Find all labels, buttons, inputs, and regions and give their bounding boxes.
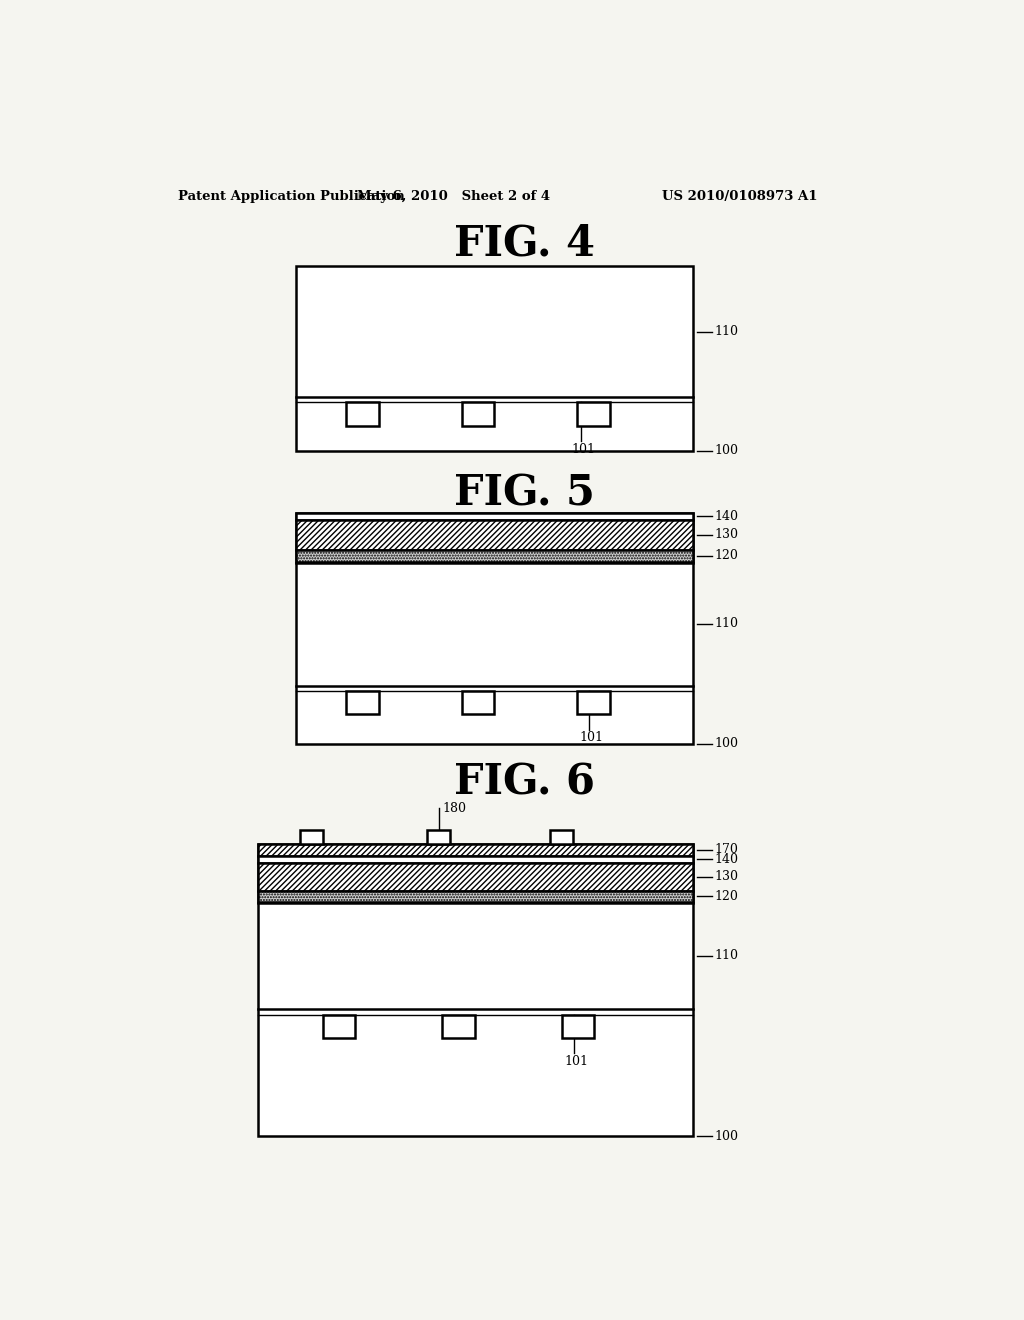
Bar bbox=[296, 512, 692, 743]
Bar bbox=[323, 1015, 355, 1038]
Text: 101: 101 bbox=[571, 442, 595, 455]
Bar bbox=[258, 843, 692, 1137]
Text: 101: 101 bbox=[580, 731, 604, 744]
Bar bbox=[427, 830, 451, 843]
Bar bbox=[300, 830, 323, 843]
Bar bbox=[258, 863, 692, 891]
Bar bbox=[258, 891, 692, 903]
Text: 140: 140 bbox=[714, 853, 738, 866]
Text: 140: 140 bbox=[714, 510, 738, 523]
Text: 100: 100 bbox=[714, 445, 738, 458]
Bar bbox=[296, 520, 692, 549]
Bar bbox=[462, 692, 494, 714]
Bar bbox=[258, 857, 692, 863]
Text: 130: 130 bbox=[714, 528, 738, 541]
Text: 170: 170 bbox=[714, 843, 738, 857]
Text: 120: 120 bbox=[714, 890, 738, 903]
Text: 101: 101 bbox=[564, 1055, 589, 1068]
Bar bbox=[442, 1015, 475, 1038]
Bar bbox=[346, 692, 379, 714]
Bar bbox=[296, 549, 692, 562]
Text: FIG. 4: FIG. 4 bbox=[455, 222, 595, 264]
Text: FIG. 6: FIG. 6 bbox=[455, 762, 595, 803]
Bar bbox=[578, 692, 609, 714]
Text: May 6, 2010   Sheet 2 of 4: May 6, 2010 Sheet 2 of 4 bbox=[357, 190, 551, 203]
Bar bbox=[462, 403, 494, 425]
Text: 120: 120 bbox=[714, 549, 738, 562]
Text: FIG. 5: FIG. 5 bbox=[455, 473, 595, 515]
Bar bbox=[296, 267, 692, 451]
Text: 130: 130 bbox=[714, 870, 738, 883]
Bar bbox=[578, 403, 609, 425]
Text: 100: 100 bbox=[714, 1130, 738, 1143]
Bar bbox=[562, 1015, 594, 1038]
Text: 110: 110 bbox=[714, 949, 738, 962]
Text: 180: 180 bbox=[442, 801, 466, 814]
Bar bbox=[258, 843, 692, 857]
Text: 100: 100 bbox=[714, 737, 738, 750]
Text: US 2010/0108973 A1: US 2010/0108973 A1 bbox=[662, 190, 817, 203]
Bar bbox=[296, 512, 692, 520]
Text: Patent Application Publication: Patent Application Publication bbox=[178, 190, 406, 203]
Bar bbox=[346, 403, 379, 425]
Text: 110: 110 bbox=[714, 618, 738, 631]
Bar bbox=[550, 830, 573, 843]
Text: 110: 110 bbox=[714, 325, 738, 338]
